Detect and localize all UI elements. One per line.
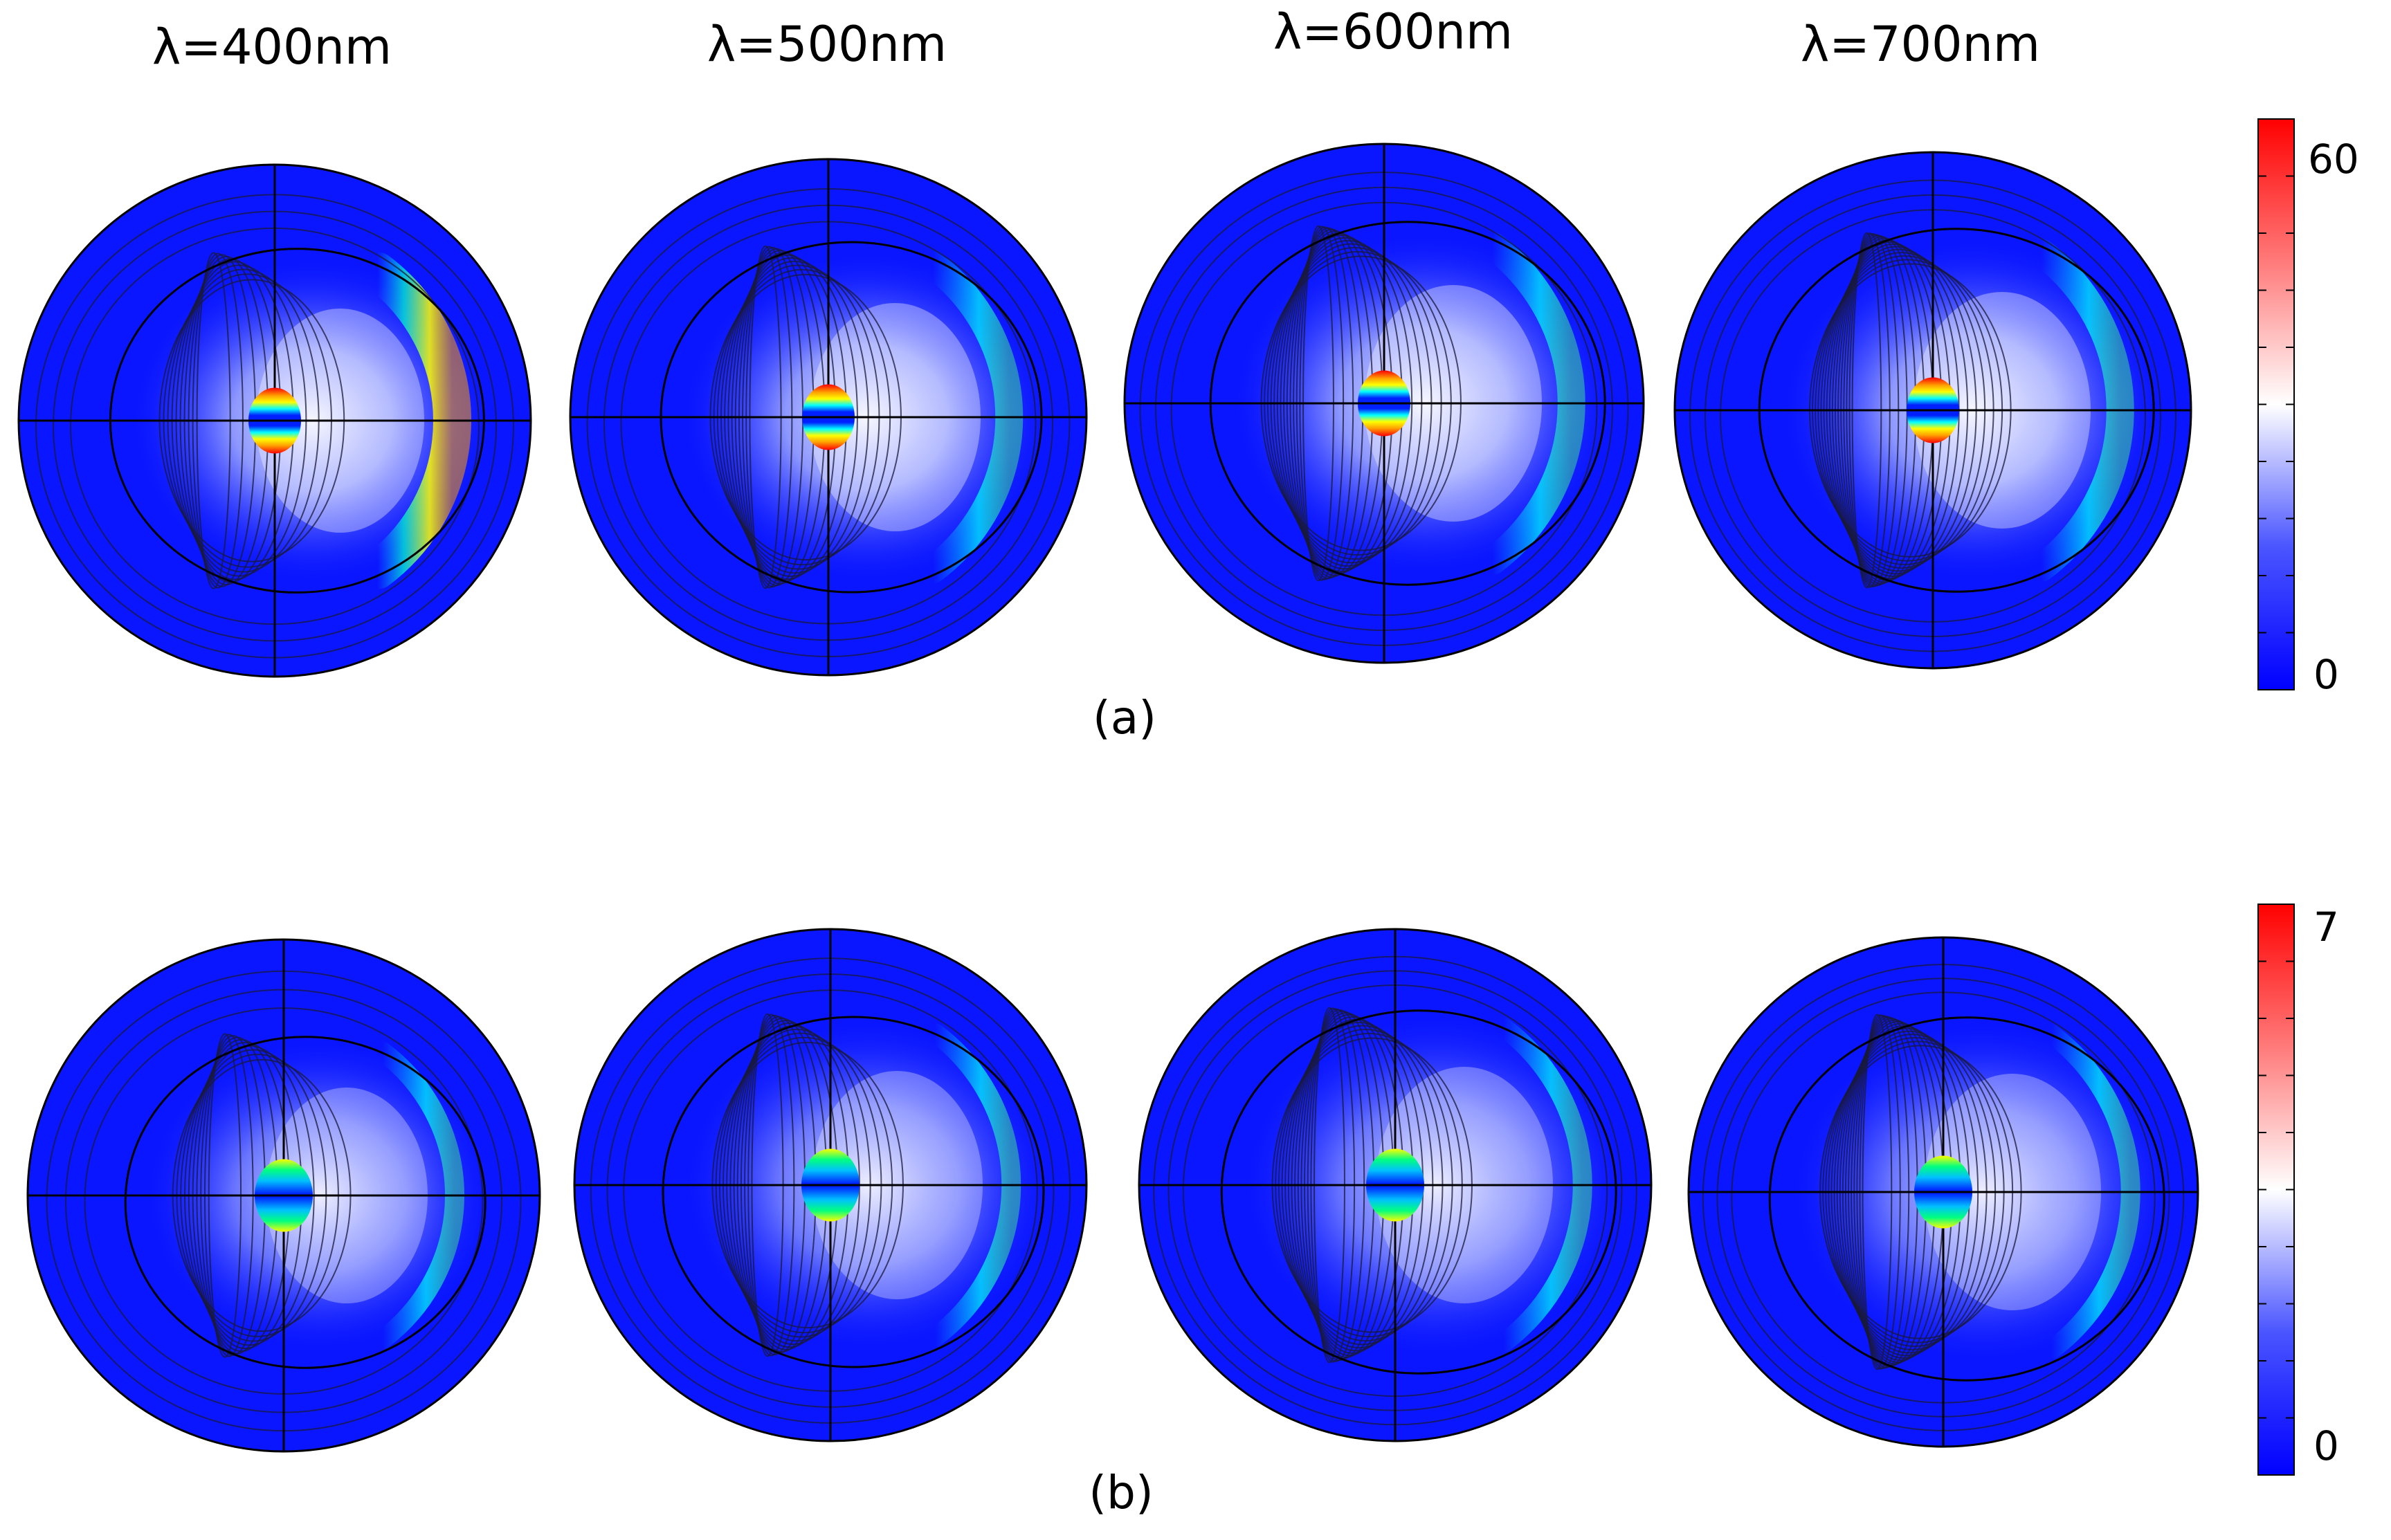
colorbar-a: 60 0 (2257, 118, 2359, 698)
colorbar-b-min-label: 0 (2313, 1422, 2339, 1469)
wavelength-label-3: λ=600nm (1273, 3, 1513, 60)
field-map-a-3 (1123, 143, 1645, 664)
panel-a-label: (a) (1093, 691, 1156, 744)
colorbar-b-max-label: 7 (2313, 904, 2339, 951)
wavelength-label-2: λ=500nm (707, 16, 947, 73)
field-map-a-4 (1673, 151, 2192, 670)
field-map-a-1 (17, 163, 532, 678)
colorbar-b: 7 0 (2257, 904, 2339, 1476)
colorbar-a-max-label: 60 (2308, 136, 2359, 183)
field-map-b-1 (26, 938, 541, 1453)
panel-b-field-maps (26, 928, 2199, 1453)
panel-b-label: (b) (1089, 1466, 1153, 1519)
panel-a-field-maps (17, 143, 2192, 678)
field-map-a-2 (569, 158, 1088, 677)
field-map-b-3 (1138, 928, 1653, 1442)
wavelength-label-4: λ=700nm (1801, 16, 2040, 73)
field-map-b-2 (573, 928, 1088, 1442)
colorbar-a-min-label: 0 (2313, 651, 2339, 698)
field-map-b-4 (1687, 936, 2199, 1448)
wavelength-label-1: λ=400nm (152, 19, 392, 75)
